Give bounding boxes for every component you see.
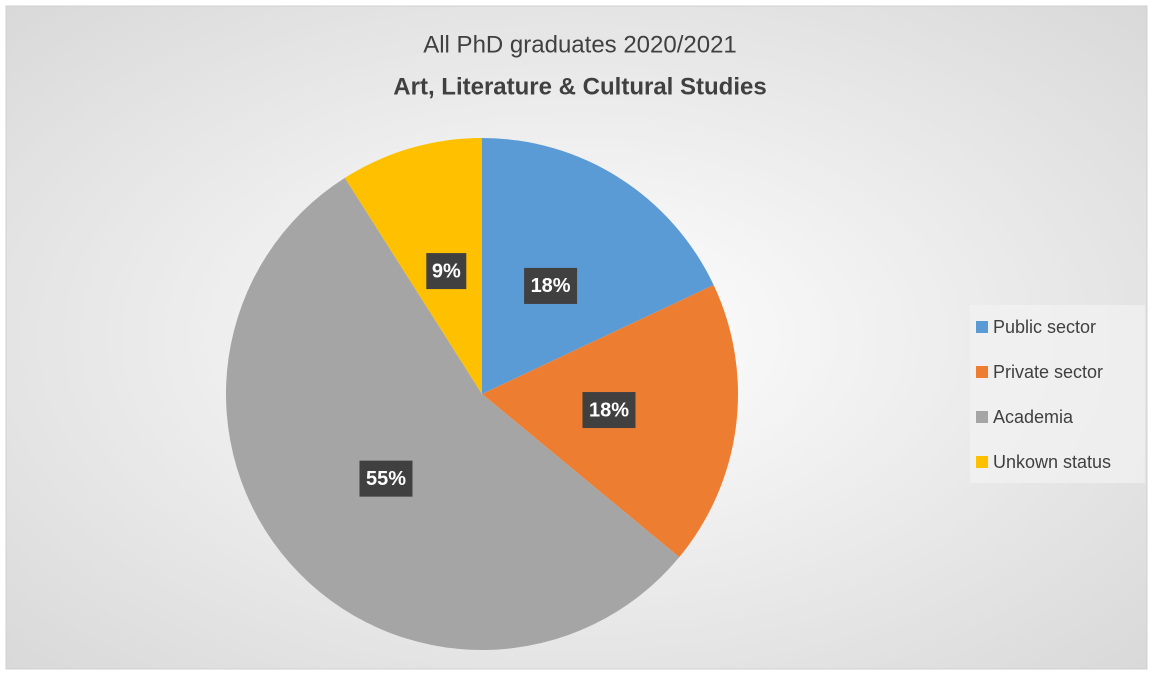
data-label-box — [359, 460, 413, 497]
data-label-box — [426, 253, 467, 290]
data-label-box — [582, 392, 636, 429]
legend-swatch — [976, 411, 988, 423]
pie-slice — [482, 138, 714, 394]
legend-label: Public sector — [993, 317, 1096, 337]
legend-swatch — [976, 366, 988, 378]
chart-title: All PhD graduates 2020/2021 — [423, 31, 737, 58]
legend-background — [970, 305, 1145, 483]
pie-slice — [226, 177, 680, 650]
data-label: 55% — [366, 468, 406, 490]
legend-label: Private sector — [993, 362, 1103, 382]
data-label: 18% — [589, 399, 629, 421]
data-label-box — [524, 267, 578, 304]
chart-subtitle: Art, Literature & Cultural Studies — [393, 73, 766, 100]
data-label: 9% — [432, 260, 461, 282]
legend-swatch — [976, 456, 988, 468]
pie-slice — [344, 138, 482, 394]
legend-swatch — [976, 321, 988, 333]
legend-label: Academia — [993, 407, 1074, 427]
legend-label: Unkown status — [993, 452, 1111, 472]
data-label: 18% — [531, 275, 571, 297]
